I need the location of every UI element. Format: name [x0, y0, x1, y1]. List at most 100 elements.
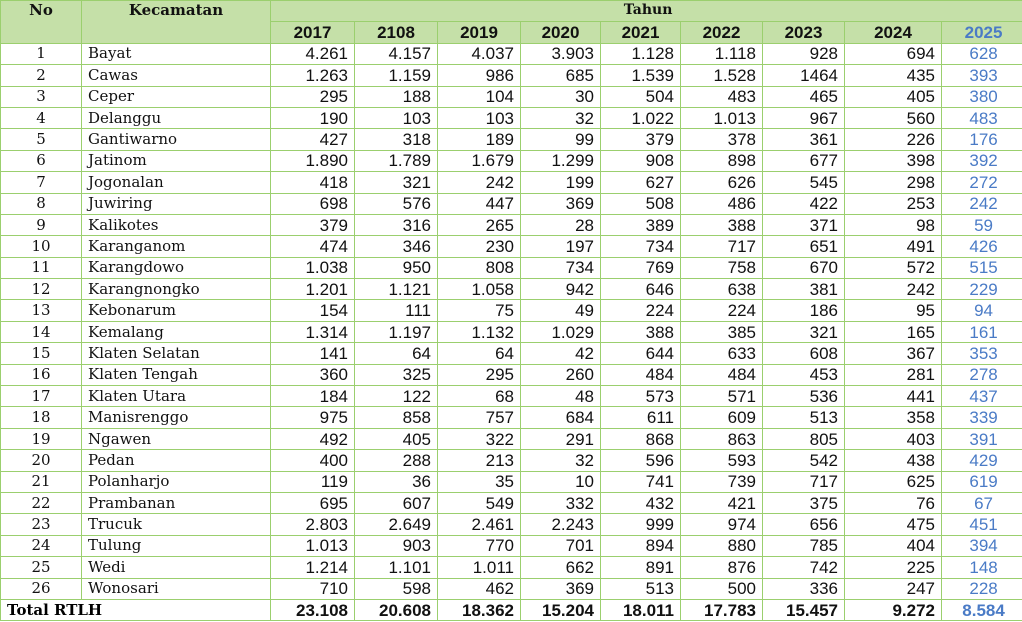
year-value-cell: 380	[940, 85, 1022, 108]
year-value-cell: 103	[437, 106, 521, 130]
year-value-cell: 950	[354, 256, 438, 280]
year-value-cell: 388	[680, 213, 763, 237]
year-value-cell: 607	[354, 491, 438, 515]
year-value-cell: 717	[680, 235, 763, 258]
year-value-cell: 891	[600, 556, 681, 579]
total-value-cell: 18.362	[437, 598, 521, 622]
year-value-cell: 64	[354, 342, 438, 365]
year-value-cell: 880	[680, 534, 763, 558]
row-number: 16	[0, 363, 82, 387]
year-value-cell: 441	[844, 385, 942, 408]
year-value-cell: 104	[437, 85, 521, 108]
row-number: 20	[0, 449, 82, 472]
year-value-cell: 427	[270, 128, 355, 151]
kecamatan-name: Bayat	[81, 42, 271, 66]
year-value-cell: 437	[940, 385, 1022, 408]
year-value-cell: 670	[762, 256, 845, 280]
year-value-cell: 28	[520, 213, 601, 237]
year-value-cell: 1.101	[354, 556, 438, 579]
year-value-cell: 536	[762, 385, 845, 408]
year-value-cell: 549	[437, 491, 521, 515]
year-value-cell: 369	[520, 577, 601, 600]
year-value-cell: 426	[940, 235, 1022, 258]
year-value-cell: 656	[762, 513, 845, 536]
tahun-header: Tahun	[269, 0, 1022, 23]
row-number: 13	[0, 299, 82, 322]
year-value-cell: 1.159	[354, 64, 438, 87]
year-value-cell: 213	[437, 449, 521, 472]
year-value-cell: 894	[600, 534, 681, 558]
table-row: 23 Trucuk 2.803 2.649 2.461 2.243 999 974 656 475…	[0, 513, 1022, 536]
year-value-cell: 770	[437, 534, 521, 558]
year-value-cell: 379	[270, 213, 355, 237]
year-value-cell: 1.201	[270, 278, 355, 301]
year-value-cell: 260	[520, 363, 601, 387]
kecamatan-name: Ngawen	[81, 427, 271, 451]
kecamatan-name: Kemalang	[81, 320, 271, 344]
year-value-cell: 486	[680, 192, 763, 215]
year-value-cell: 1.121	[354, 278, 438, 301]
year-value-cell: 226	[844, 128, 942, 151]
year-value-cell: 684	[520, 406, 601, 429]
kecamatan-name: Klaten Tengah	[81, 363, 271, 387]
year-value-cell: 1.011	[437, 556, 521, 579]
table-row: 12 Karangnongko 1.201 1.121 1.058 942 646 638 38…	[0, 278, 1022, 301]
kecamatan-name: Wonosari	[81, 577, 271, 600]
year-header: 2017	[270, 21, 355, 44]
year-value-cell: 1.214	[270, 556, 355, 579]
row-number: 24	[0, 534, 82, 558]
table-row: 22 Prambanan 695 607 549 332 432 421 375 76 67	[0, 491, 1022, 515]
year-value-cell: 199	[520, 171, 601, 194]
total-value-cell: 23.108	[270, 598, 355, 622]
year-value-cell: 119	[270, 470, 355, 493]
total-value-cell: 17.783	[680, 598, 763, 622]
year-value-cell: 573	[600, 385, 681, 408]
year-value-cell: 242	[844, 278, 942, 301]
year-value-cell: 475	[844, 513, 942, 536]
kecamatan-name: Tulung	[81, 534, 271, 558]
table-row: 20 Pedan 400 288 213 32 596 593 542 438 429	[0, 449, 1022, 472]
year-value-cell: 336	[762, 577, 845, 600]
year-value-cell: 515	[940, 256, 1022, 280]
year-value-cell: 190	[270, 106, 355, 130]
year-value-cell: 385	[680, 320, 763, 344]
year-value-cell: 1.038	[270, 256, 355, 280]
year-header: 2022	[680, 21, 763, 44]
year-value-cell: 908	[600, 149, 681, 173]
row-number: 10	[0, 235, 82, 258]
year-value-cell: 148	[940, 556, 1022, 579]
year-value-cell: 367	[844, 342, 942, 365]
year-value-cell: 381	[762, 278, 845, 301]
year-value-cell: 398	[844, 149, 942, 173]
table-row: 14 Kemalang 1.314 1.197 1.132 1.029 388 385 321 1…	[0, 320, 1022, 344]
table-row: 2 Cawas 1.263 1.159 986 685 1.539 1.528 1464 435 3…	[0, 64, 1022, 87]
year-value-cell: 184	[270, 385, 355, 408]
row-number: 15	[0, 342, 82, 365]
year-value-cell: 608	[762, 342, 845, 365]
year-value-cell: 942	[520, 278, 601, 301]
year-value-cell: 1.299	[520, 149, 601, 173]
table-row: 10 Karanganom 474 346 230 197 734 717 651 491 426	[0, 235, 1022, 258]
year-value-cell: 453	[762, 363, 845, 387]
year-header: 2019	[437, 21, 521, 44]
year-value-cell: 928	[762, 42, 845, 66]
year-value-cell: 876	[680, 556, 763, 579]
year-value-cell: 741	[600, 470, 681, 493]
year-value-cell: 403	[844, 427, 942, 451]
year-value-cell: 739	[680, 470, 763, 493]
kecamatan-name: Delanggu	[81, 106, 271, 130]
year-value-cell: 492	[270, 427, 355, 451]
header-row-years: 2017 2108 2019 2020 2021 2022 2023 2024 2025	[1, 21, 1022, 44]
year-value-cell: 99	[520, 128, 601, 151]
year-value-cell: 316	[354, 213, 438, 237]
table-row: 18 Manisrenggo 975 858 757 684 611 609 513 358 339	[0, 406, 1022, 429]
year-value-cell: 1.679	[437, 149, 521, 173]
year-value-cell: 545	[762, 171, 845, 194]
year-value-cell: 1.013	[680, 106, 763, 130]
table-row: 1 Bayat 4.261 4.157 4.037 3.903 1.128 1.118 928 6…	[0, 42, 1022, 66]
year-value-cell: 429	[940, 449, 1022, 472]
year-value-cell: 224	[680, 299, 763, 322]
row-number: 7	[0, 171, 82, 194]
year-value-cell: 253	[844, 192, 942, 215]
